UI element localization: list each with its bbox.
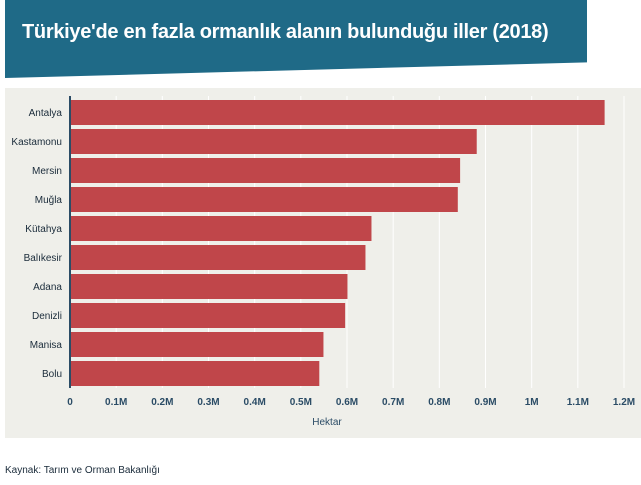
category-label: Kütahya xyxy=(25,224,62,235)
category-label: Muğla xyxy=(35,195,63,206)
x-tick-label: 0.6M xyxy=(336,397,358,408)
bar[interactable] xyxy=(70,129,477,154)
category-label: Kastamonu xyxy=(11,137,62,148)
source-note: Kaynak: Tarım ve Orman Bakanlığı xyxy=(5,465,160,476)
category-label: Balıkesir xyxy=(24,253,63,264)
category-labels: Antalya Kastamonu Mersin Muğla Kütahya Balıke… xyxy=(11,108,62,380)
category-label: Mersin xyxy=(32,166,62,177)
x-tick-label: 0.2M xyxy=(151,397,173,408)
bar[interactable] xyxy=(70,361,320,386)
x-tick-label: 0.5M xyxy=(290,397,312,408)
x-tick-label: 0.4M xyxy=(244,397,266,408)
x-axis-title: Hektar xyxy=(312,417,342,428)
x-tick-label: 0 xyxy=(67,397,73,408)
x-tick-label: 1.2M xyxy=(613,397,635,408)
chart-title: Türkiye'de en fazla ormanlık alanın bulu… xyxy=(22,21,549,43)
bar[interactable] xyxy=(70,100,605,125)
category-label: Adana xyxy=(33,282,62,293)
bar[interactable] xyxy=(70,158,461,183)
bar[interactable] xyxy=(70,303,346,328)
title-banner: Türkiye'de en fazla ormanlık alanın bulu… xyxy=(5,0,587,78)
x-tick-label: 1.1M xyxy=(567,397,589,408)
bar[interactable] xyxy=(70,274,348,299)
bar[interactable] xyxy=(70,216,372,241)
bar[interactable] xyxy=(70,332,324,357)
category-label: Manisa xyxy=(30,340,63,351)
category-label: Antalya xyxy=(29,108,63,119)
category-label: Denizli xyxy=(32,311,62,322)
x-tick-label: 0.9M xyxy=(474,397,496,408)
bars xyxy=(70,100,605,386)
chart-panel: Antalya Kastamonu Mersin Muğla Kütahya Balıke… xyxy=(5,88,641,438)
x-tick-label: 0.7M xyxy=(382,397,404,408)
x-tick-label: 0.3M xyxy=(197,397,219,408)
x-tick-label: 0.1M xyxy=(105,397,127,408)
bar[interactable] xyxy=(70,187,458,212)
bar-chart: Antalya Kastamonu Mersin Muğla Kütahya Balıke… xyxy=(11,96,635,428)
bar[interactable] xyxy=(70,245,366,270)
x-tick-label: 0.8M xyxy=(428,397,450,408)
category-label: Bolu xyxy=(42,369,62,380)
x-tick-labels: 0 0.1M 0.2M 0.3M 0.4M 0.5M 0.6M 0.7M 0.8M 0.9M 1M 1… xyxy=(67,397,635,408)
x-tick-label: 1M xyxy=(525,397,539,408)
